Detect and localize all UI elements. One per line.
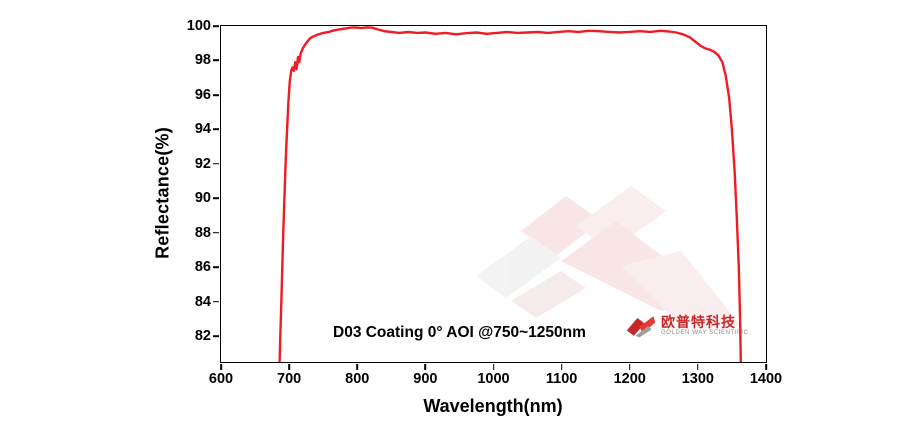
x-tick-mark [560,364,563,370]
y-axis-title: Reflectance(%) [152,127,173,259]
y-tick-mark [213,94,219,96]
x-tick-label: 700 [277,371,302,387]
y-tick-label: 100 [186,18,211,34]
y-tick-mark [213,266,219,269]
x-tick-label: 1100 [545,371,578,387]
y-tick-label: 98 [194,52,211,69]
x-tick-mark [697,364,699,370]
y-tick-label: 92 [194,155,211,172]
x-tick-label: 600 [208,371,234,387]
plot-canvas [278,26,742,362]
y-tick-label: 94 [194,121,211,138]
y-tick-mark [213,300,219,303]
y-tick-mark [213,335,219,337]
x-tick-mark [492,364,495,370]
y-tick-label: 82 [194,328,211,345]
x-tick-label: 800 [345,371,370,387]
y-tick-label: 84 [194,293,211,310]
y-tick-label: 86 [194,259,211,276]
x-tick-label: 1300 [681,371,715,387]
y-tick-mark [213,59,219,62]
x-tick-mark [220,364,222,370]
y-tick-label: 90 [194,190,211,207]
y-tick-mark [213,25,219,27]
x-tick-label: 900 [413,371,438,387]
reflectance-curve [278,26,742,362]
y-tick-mark [213,128,219,131]
x-tick-mark [424,364,427,370]
x-tick-label: 1200 [613,371,646,387]
plot-area: D03 Coating 0° AOI @750~1250nm 欧普特科技 GOL… [187,18,782,387]
x-tick-label: 1400 [749,371,783,387]
watermark-logo [476,186,741,326]
y-tick-mark [213,163,219,165]
x-axis-title: Wavelength(nm) [423,396,563,416]
y-tick-label: 96 [194,86,211,103]
brand-logo: 欧普特科技 GOLDEN WAY SCIENTIFIC [625,314,749,338]
coating-annotation: D03 Coating 0° AOI @750~1250nm [333,324,586,341]
brand-text: 欧普特科技 GOLDEN WAY SCIENTIFIC [661,315,749,337]
y-tick-label: 88 [194,224,211,241]
x-tick-mark [765,364,767,370]
x-tick-mark [288,364,290,370]
x-tick-mark [356,364,359,370]
x-tick-label: 1000 [477,371,510,387]
brand-logo-icon [626,316,656,338]
x-tick-mark [628,364,631,370]
brand-name-en: GOLDEN WAY SCIENTIFIC [661,330,749,336]
y-tick-mark [213,197,219,200]
y-tick-mark [213,231,219,234]
brand-name-cn: 欧普特科技 [661,314,736,330]
